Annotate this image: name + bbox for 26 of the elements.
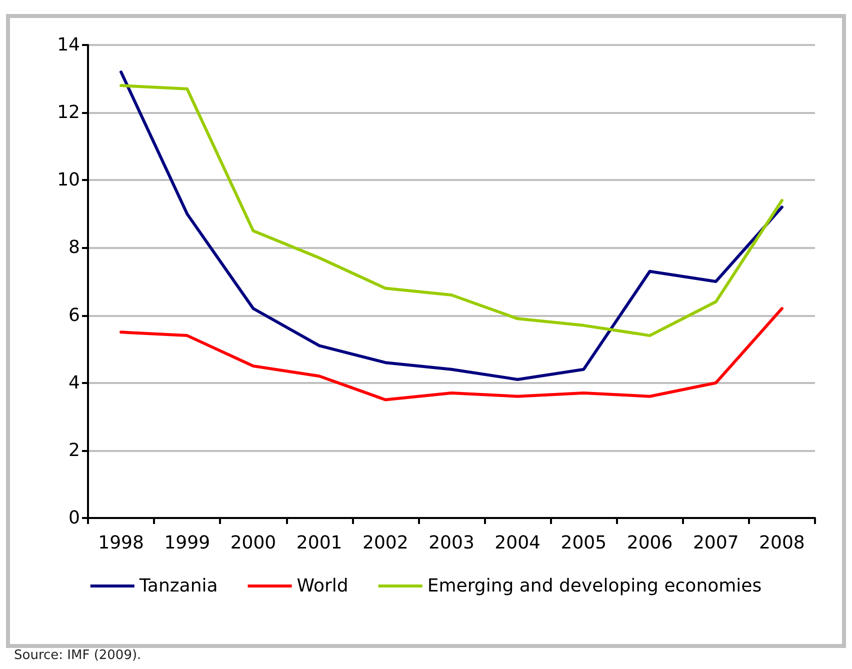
x-tick-label: 1998	[98, 532, 144, 554]
legend-label: Tanzania	[138, 576, 218, 596]
x-tick-label: 1999	[164, 532, 210, 554]
x-tick-label: 2006	[626, 532, 673, 554]
y-tick-label: 0	[68, 508, 80, 528]
y-tick-label: 6	[68, 304, 80, 326]
y-tick-label: 10	[57, 170, 80, 191]
x-tick-label: 2004	[494, 532, 540, 554]
legend-label: Emerging and developing economies	[427, 576, 762, 596]
x-tick-label: 2007	[692, 532, 739, 554]
source-note: Source: IMF (2009).	[14, 648, 142, 663]
y-tick-label: 4	[68, 372, 80, 394]
y-tick-label: 8	[68, 237, 80, 258]
y-tick-label: 12	[57, 102, 80, 124]
x-tick-label: 2003	[428, 532, 474, 554]
x-tick-label: 2008	[759, 532, 805, 554]
x-tick-label: 2000	[230, 532, 276, 554]
legend-label: World	[296, 576, 348, 596]
y-tick-label: 14	[57, 34, 80, 56]
x-tick-label: 2002	[362, 532, 408, 554]
line-series	[120, 70, 784, 381]
x-tick-label: 2005	[560, 532, 607, 554]
line-series	[120, 307, 784, 402]
y-tick-label: 2	[68, 440, 80, 461]
line-series	[120, 84, 784, 338]
x-tick-label: 2001	[296, 532, 342, 554]
